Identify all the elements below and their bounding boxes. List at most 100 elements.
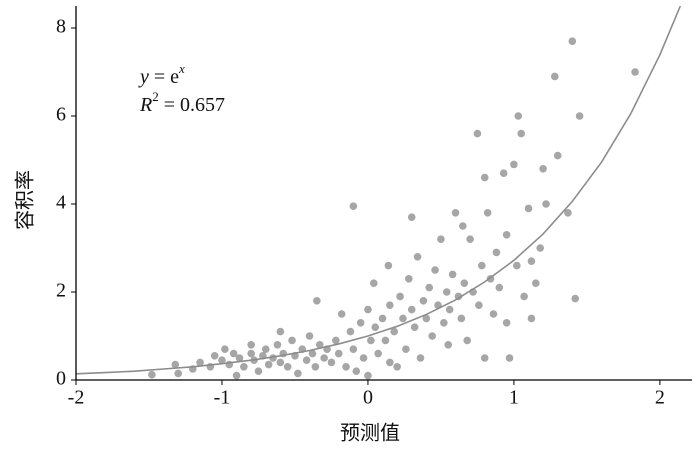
y-axis-label: 容积率	[13, 170, 36, 230]
r2-lhs: R	[139, 94, 152, 116]
point	[386, 358, 394, 367]
point	[356, 319, 365, 327]
point	[334, 349, 343, 358]
point	[514, 112, 523, 120]
point	[431, 266, 439, 274]
point	[371, 323, 380, 332]
point	[196, 358, 204, 367]
point	[369, 279, 378, 288]
point	[492, 248, 501, 257]
y-tick-label: 4	[56, 192, 66, 214]
point	[489, 310, 498, 318]
point	[517, 129, 526, 138]
point	[171, 360, 180, 369]
point	[276, 327, 285, 336]
point	[402, 345, 410, 354]
point	[631, 68, 639, 76]
x-tick-label: 2	[655, 387, 665, 409]
point	[283, 363, 292, 371]
point	[499, 169, 508, 177]
point	[448, 270, 457, 279]
r-squared: R2 = 0.657	[139, 89, 225, 116]
point	[536, 244, 544, 252]
point	[480, 173, 489, 182]
point	[502, 231, 511, 239]
point	[405, 275, 413, 283]
point	[342, 363, 350, 371]
point	[229, 349, 238, 358]
point	[410, 323, 419, 332]
point	[315, 341, 324, 349]
point	[374, 349, 382, 358]
point	[393, 363, 401, 371]
point	[539, 165, 547, 173]
r2-rhs: = 0.657	[159, 94, 225, 116]
x-axis-label: 预测值	[340, 421, 400, 444]
point	[407, 305, 416, 314]
point	[440, 319, 448, 327]
point	[302, 356, 311, 365]
point	[364, 371, 372, 380]
point	[416, 354, 425, 362]
point	[276, 358, 285, 367]
point	[332, 336, 340, 345]
point	[520, 292, 528, 301]
point	[445, 305, 454, 314]
point	[337, 310, 346, 318]
equation-base: = e	[149, 66, 179, 88]
x-tick-label: -2	[68, 387, 85, 409]
point	[407, 213, 416, 221]
point	[460, 279, 469, 288]
point	[466, 235, 474, 243]
point	[550, 72, 559, 81]
point	[174, 369, 182, 378]
y-tick-label: 2	[56, 280, 66, 302]
point	[451, 209, 460, 217]
point	[568, 37, 577, 45]
point	[378, 314, 387, 323]
point	[553, 151, 562, 160]
point	[473, 129, 482, 138]
point	[495, 283, 504, 292]
point	[457, 314, 466, 323]
point	[459, 222, 467, 230]
point	[437, 235, 445, 243]
point	[571, 294, 580, 303]
point	[364, 305, 372, 314]
y-tick-label: 0	[56, 368, 66, 390]
point	[311, 363, 320, 371]
point	[247, 349, 255, 358]
point	[478, 261, 486, 270]
point	[218, 356, 226, 365]
point	[527, 314, 536, 323]
point	[349, 345, 358, 354]
point	[264, 360, 273, 369]
point	[327, 358, 336, 367]
point	[254, 367, 263, 376]
point	[419, 297, 428, 305]
point	[524, 204, 533, 213]
equation-exp: x	[178, 61, 185, 76]
point	[480, 354, 489, 362]
point	[444, 341, 453, 349]
point	[294, 369, 302, 378]
point	[505, 354, 514, 362]
point	[346, 327, 355, 336]
point	[381, 336, 390, 345]
point	[428, 332, 436, 340]
point	[399, 314, 407, 323]
point	[273, 341, 282, 349]
fit-curve	[76, 6, 682, 375]
x-tick-label: 1	[509, 387, 519, 409]
y-tick-label: 8	[56, 16, 66, 38]
y-tick-label: 6	[56, 104, 66, 126]
point	[210, 352, 219, 360]
point	[305, 332, 314, 340]
point	[221, 345, 229, 354]
point	[532, 279, 540, 288]
point	[320, 354, 328, 362]
equation: y = ex	[138, 61, 185, 88]
point	[454, 292, 463, 301]
point	[367, 336, 375, 345]
